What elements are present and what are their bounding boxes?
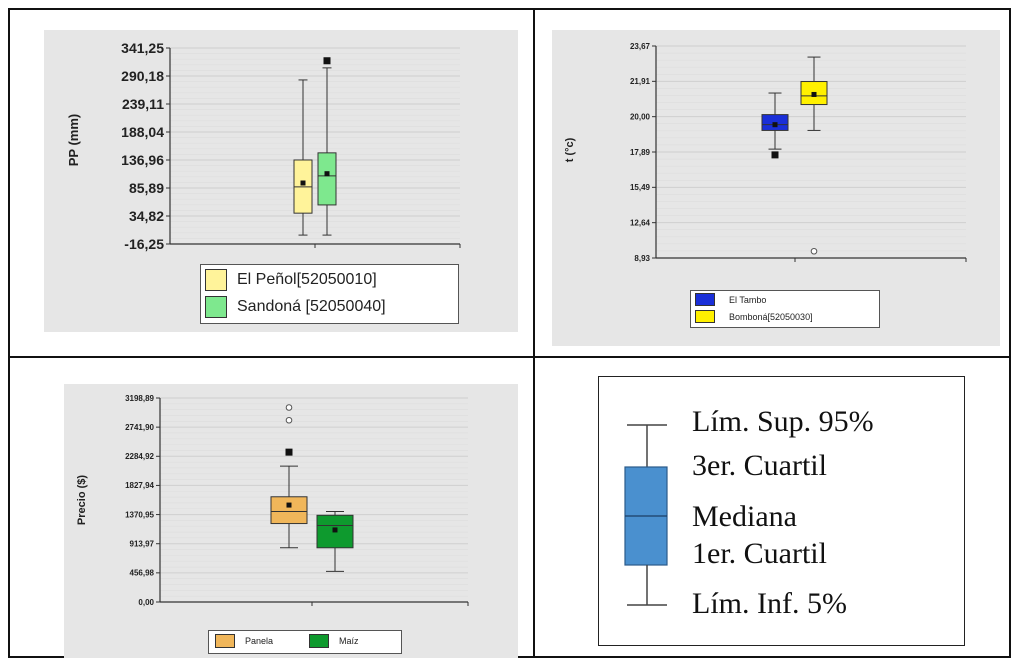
chart2-y-axis-label: t (°c) [564,137,576,162]
chart3-y-tick-label: 2284,92 [125,452,154,461]
chart1-y-axis-label: PP (mm) [66,114,81,167]
boxplot-key: Lím. Sup. 95% 3er. Cuartil Mediana 1er. … [598,376,965,646]
key-label-first-quartile: 1er. Cuartil [692,537,827,570]
chart2-outlier [810,247,818,255]
chart1-y-tick-label: 136,96 [121,152,164,168]
chart2-y-tick-label: 12,64 [630,218,651,227]
chart1-box [317,152,337,206]
key-label-third-quartile: 3er. Cuartil [692,449,827,482]
chart3-y-tick-label: 913,97 [130,540,155,549]
chart3-y-tick-label: 456,98 [130,569,155,578]
key-label-lower-limit: Lím. Inf. 5% [692,587,847,620]
chart2-mean-marker [811,91,817,97]
key-label-upper-limit: Lím. Sup. 95% [692,405,874,438]
legend-label-sandona: Sandoná [52050040] [237,298,386,315]
chart3-y-tick-label: 3198,89 [125,394,154,403]
chart3-outlier [285,404,293,411]
chart3-y-tick-label: 1827,94 [125,481,154,490]
chart2-y-tick-label: 21,91 [630,77,651,86]
boxplot-key-diagram [624,424,668,606]
chart1-legend: El Peñol[52050010] Sandoná [52050040] [200,264,459,324]
chart2-y-tick-label: 17,89 [630,148,651,157]
chart1-y-tick-label: -16,25 [124,236,164,252]
legend-swatch-el-penol [205,269,227,291]
legend-label-panela: Panela [245,636,274,646]
chart2-y-tick-label: 20,00 [630,112,651,121]
chart1-y-tick-label: 34,82 [129,208,164,224]
key-label-median: Mediana [692,500,797,533]
chart3-y-axis-label: Precio ($) [76,475,88,525]
chart2-mean-marker [772,122,778,128]
legend-swatch-maiz [309,634,329,648]
chart3-y-tick-label: 0,00 [138,598,154,607]
chart3-legend: Panela Maíz [208,630,402,654]
panel-divider-horizontal [8,356,1011,358]
legend-swatch-panela [215,634,235,648]
chart3-mean-marker [286,502,292,508]
legend-swatch-el-tambo [695,293,715,306]
chart1-y-tick-label: 341,25 [121,40,164,56]
chart1-y-tick-label: 188,04 [121,124,164,140]
legend-label-el-penol: El Peñol[52050010] [237,271,377,288]
chart2-legend: El Tambo Bomboná[52050030] [690,290,880,328]
chart2-y-tick-label: 23,67 [630,42,651,51]
chart1-y-tick-label: 290,18 [121,68,164,84]
chart1-y-tick-label: 85,89 [129,180,164,196]
chart1-y-tick-label: 239,11 [122,96,164,112]
chart3-box [270,496,308,525]
chart2-outlier-extreme [771,151,779,159]
chart3-outlier [285,416,293,424]
legend-swatch-bombona [695,310,715,323]
legend-label-el-tambo: El Tambo [729,294,767,305]
chart3-y-tick-label: 2741,90 [125,423,154,432]
legend-label-bombona: Bomboná[52050030] [729,311,813,322]
legend-label-maiz: Maíz [339,636,359,646]
chart1-outlier-extreme [323,57,331,65]
chart2-y-tick-label: 8,93 [634,254,650,263]
chart1-mean-marker [300,180,306,186]
chart2-y-tick-label: 15,49 [630,183,651,192]
chart3-mean-marker [332,527,338,533]
chart1-mean-marker [324,171,330,177]
panel-divider-vertical [533,8,535,658]
legend-swatch-sandona [205,296,227,318]
chart3-outlier-extreme [285,448,293,456]
chart3-y-tick-label: 1370,95 [125,510,154,519]
